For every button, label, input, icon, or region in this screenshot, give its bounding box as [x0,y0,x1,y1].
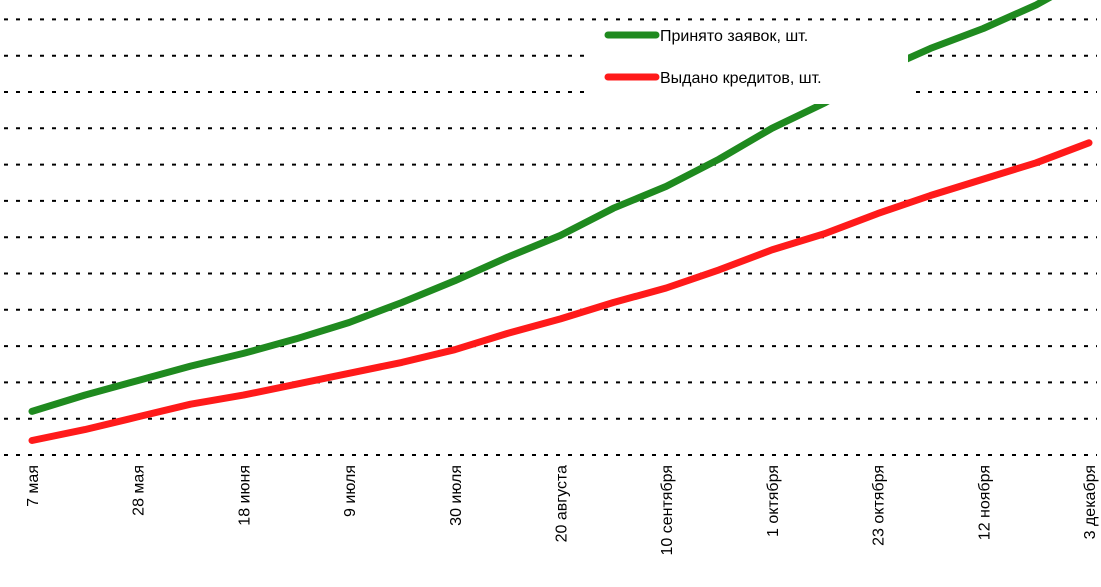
x-tick-label: 30 июля [448,465,465,526]
plot-area [28,0,1093,444]
x-tick-label: 12 ноября [976,465,993,540]
x-tick-label: 23 октября [871,465,888,546]
x-axis-tick-labels: 7 мая 28 мая 18 июня 9 июля 30 июля 20 август… [25,465,1099,556]
x-tick-label: 18 июня [236,465,253,526]
x-tick-label: 7 мая [25,465,42,507]
gridlines [4,18,1097,456]
x-tick-label: 28 мая [131,465,148,516]
x-tick-label: 3 декабря [1082,465,1099,539]
x-tick-label: 1 октября [765,465,782,537]
x-tick-label: 9 июля [342,465,359,517]
series-line-issued [28,139,1093,444]
legend-label-accepted: Принято заявок, шт. [660,28,808,45]
legend-label-issued: Выдано кредитов, шт. [660,70,822,87]
legend: Принято заявок, шт. Выдано кредитов, шт. [586,22,908,104]
series-line-accepted [28,0,1053,415]
x-tick-label: 20 августа [554,465,571,542]
x-tick-label: 10 сентября [659,465,676,556]
